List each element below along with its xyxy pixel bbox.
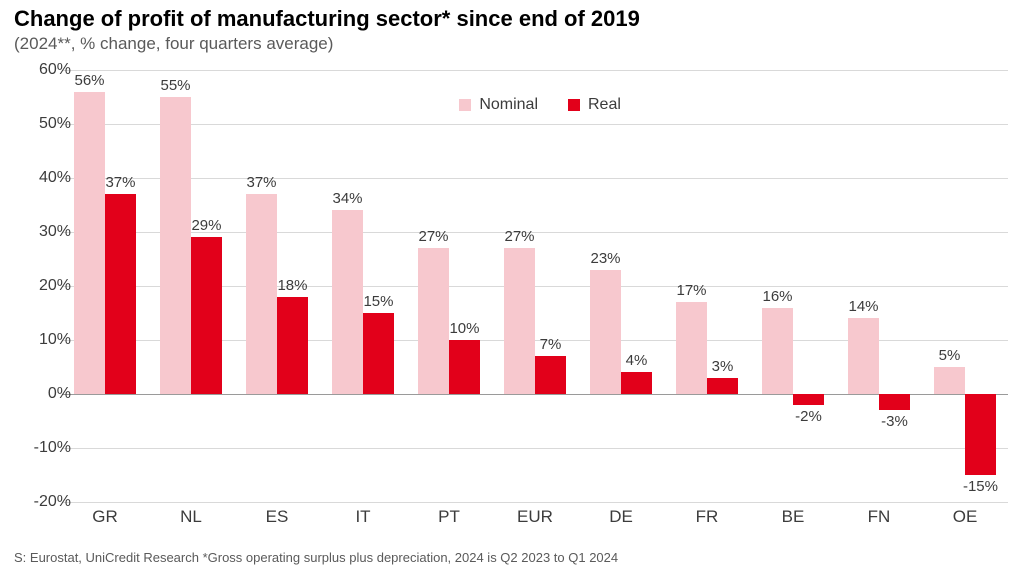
zero-line	[62, 394, 1008, 395]
bar-nominal	[160, 97, 191, 394]
x-tick-label: BE	[782, 507, 805, 527]
value-label: 3%	[712, 358, 734, 375]
bar-real	[449, 340, 480, 394]
value-label: -3%	[881, 413, 908, 430]
value-label: 18%	[277, 277, 307, 294]
value-label: 23%	[591, 250, 621, 267]
legend-item: Real	[568, 96, 621, 114]
y-tick-label: 50%	[15, 115, 71, 133]
x-tick-label: GR	[92, 507, 118, 527]
bar-nominal	[74, 92, 105, 394]
y-tick-label: 30%	[15, 223, 71, 241]
chart-container: Change of profit of manufacturing sector…	[0, 0, 1023, 571]
bar-real	[621, 372, 652, 394]
bar-nominal	[848, 318, 879, 394]
chart-footer: S: Eurostat, UniCredit Research *Gross o…	[14, 550, 618, 565]
bar-nominal	[762, 308, 793, 394]
value-label: 37%	[247, 174, 277, 191]
x-tick-label: PT	[438, 507, 460, 527]
value-label: 56%	[75, 72, 105, 89]
x-tick-label: DE	[609, 507, 633, 527]
bar-real	[277, 297, 308, 394]
x-tick-label: FR	[696, 507, 719, 527]
y-tick-label: 60%	[15, 61, 71, 79]
legend-swatch	[568, 99, 580, 111]
bar-real	[535, 356, 566, 394]
value-label: 10%	[449, 320, 479, 337]
bar-real	[707, 378, 738, 394]
gridline	[62, 502, 1008, 503]
gridline	[62, 70, 1008, 71]
value-label: 27%	[505, 228, 535, 245]
gridline	[62, 124, 1008, 125]
bar-nominal	[246, 194, 277, 394]
legend: Nominal Real	[459, 96, 621, 114]
plot-area: 56% 37% GR 55% 29% NL 37% 18% ES 34% 15% IT 27% 10% PT…	[62, 70, 1008, 530]
value-label: 5%	[939, 347, 961, 364]
y-tick-label: 0%	[15, 385, 71, 403]
bar-real	[879, 394, 910, 410]
value-label: 7%	[540, 336, 562, 353]
bar-real	[105, 194, 136, 394]
bar-real	[793, 394, 824, 405]
x-tick-label: NL	[180, 507, 202, 527]
bar-nominal	[418, 248, 449, 394]
bar-real	[965, 394, 996, 475]
x-tick-label: EUR	[517, 507, 553, 527]
value-label: 29%	[191, 217, 221, 234]
x-tick-label: OE	[953, 507, 978, 527]
legend-swatch	[459, 99, 471, 111]
bar-nominal	[504, 248, 535, 394]
legend-label: Real	[588, 96, 621, 114]
x-tick-label: FN	[868, 507, 891, 527]
bar-nominal	[332, 210, 363, 394]
bar-real	[191, 237, 222, 394]
value-label: 37%	[105, 174, 135, 191]
y-tick-label: -10%	[15, 439, 71, 457]
x-tick-label: ES	[266, 507, 289, 527]
bar-nominal	[934, 367, 965, 394]
y-tick-label: 40%	[15, 169, 71, 187]
y-tick-label: 10%	[15, 331, 71, 349]
y-tick-label: -20%	[15, 493, 71, 511]
bar-nominal	[590, 270, 621, 394]
value-label: -15%	[963, 478, 998, 495]
chart-title: Change of profit of manufacturing sector…	[14, 6, 640, 32]
value-label: 4%	[626, 352, 648, 369]
value-label: 15%	[363, 293, 393, 310]
value-label: 16%	[763, 288, 793, 305]
bar-real	[363, 313, 394, 394]
chart-subtitle: (2024**, % change, four quarters average…	[14, 34, 333, 54]
bar-nominal	[676, 302, 707, 394]
gridline	[62, 178, 1008, 179]
x-tick-label: IT	[355, 507, 370, 527]
gridline	[62, 448, 1008, 449]
value-label: 34%	[333, 190, 363, 207]
value-label: 27%	[419, 228, 449, 245]
value-label: -2%	[795, 408, 822, 425]
legend-item: Nominal	[459, 96, 538, 114]
value-label: 17%	[677, 282, 707, 299]
value-label: 55%	[161, 77, 191, 94]
value-label: 14%	[849, 298, 879, 315]
legend-label: Nominal	[479, 96, 538, 114]
y-tick-label: 20%	[15, 277, 71, 295]
